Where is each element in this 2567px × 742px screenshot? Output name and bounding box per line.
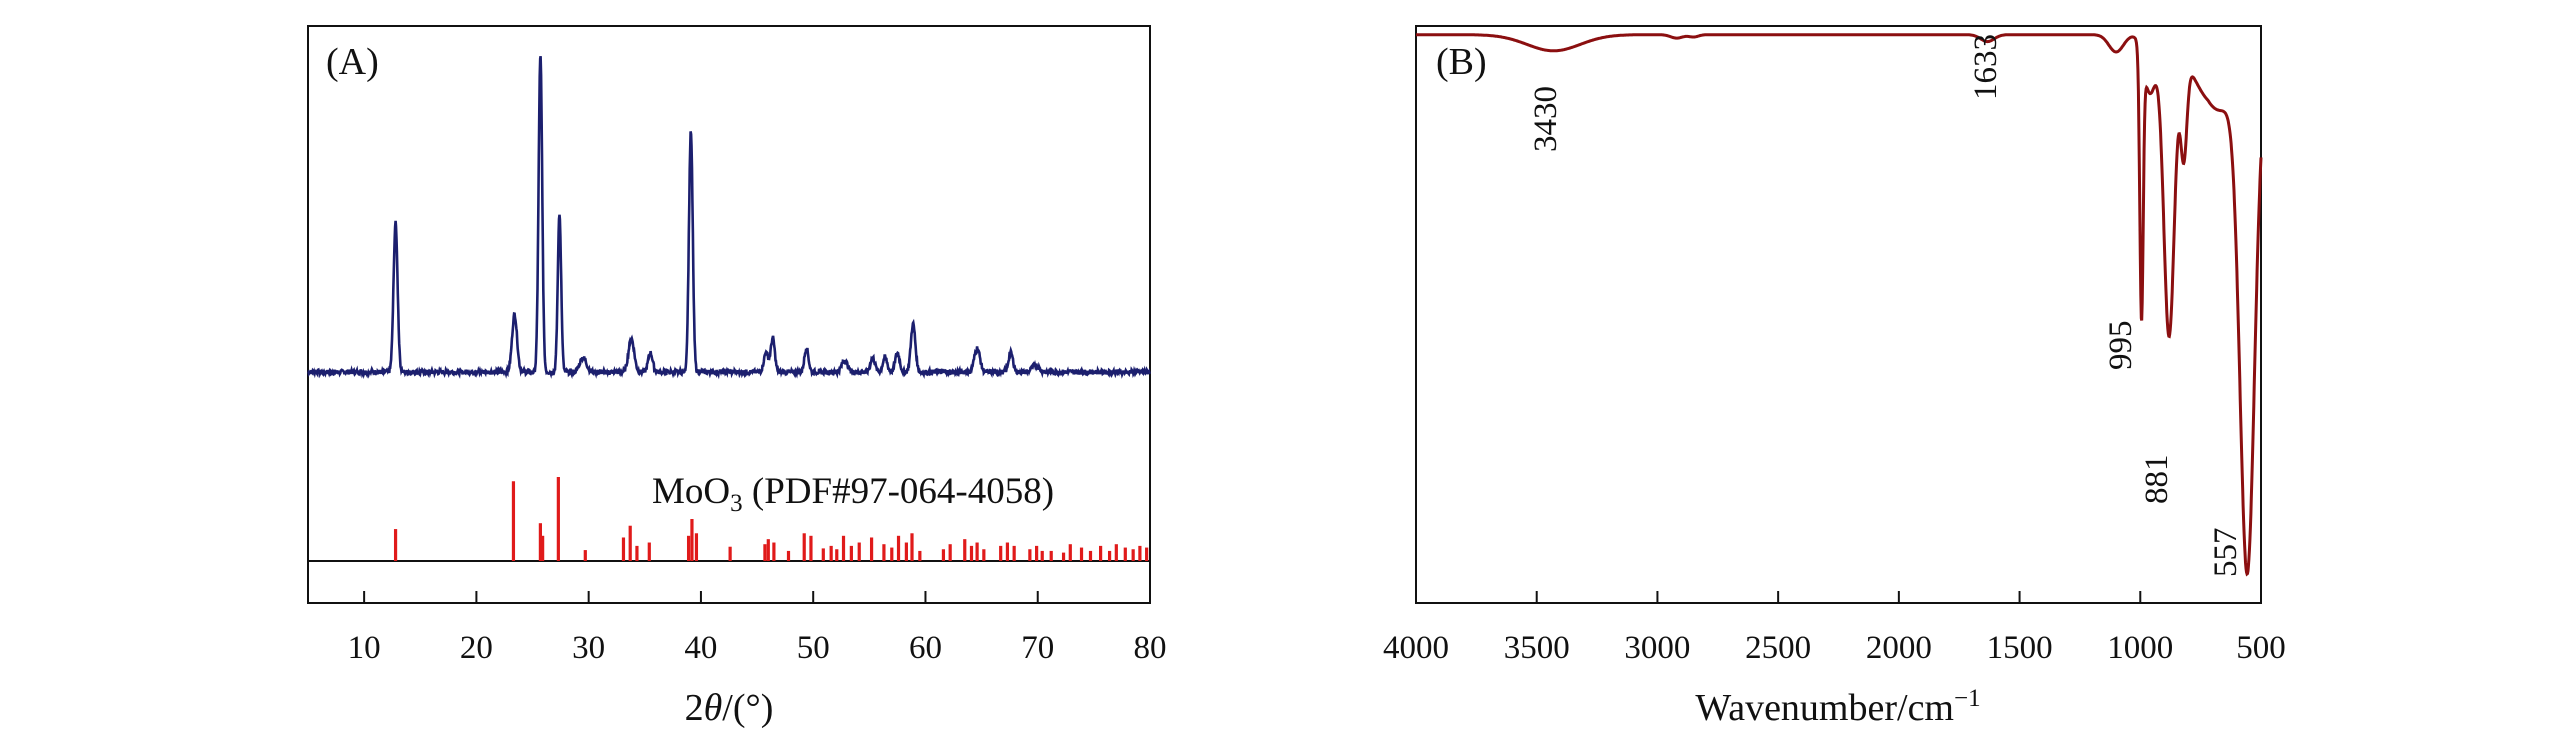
x-axis-label-b-text: Wavenumber/cm (1695, 687, 1954, 729)
panel-a: MoO3 (PDF#97-064-4058) 10 20 30 40 50 60 70 80 (A… (307, 25, 1167, 729)
x-tick-label-a-40: 40 (684, 630, 717, 666)
x-tick-label-b-3000: 3000 (1624, 630, 1690, 666)
x-tick-label-b-3500: 3500 (1504, 630, 1570, 666)
x-tick-label-b-4000: 4000 (1383, 630, 1449, 666)
x-tick-label-b-1500: 1500 (1987, 630, 2053, 666)
xrd-pattern-line (307, 55, 1151, 380)
peak-label-881: 881 (2139, 455, 2175, 505)
plot-frame-a (307, 25, 1151, 604)
x-tick-label-b-2500: 2500 (1745, 630, 1811, 666)
reference-label-subscript: 3 (730, 490, 743, 517)
panel-label-b: (B) (1436, 41, 1487, 83)
x-tick-label-b-1000: 1000 (2107, 630, 2173, 666)
x-tick-label-a-30: 30 (572, 630, 605, 666)
reference-label-card: (PDF#97-064-4058) (743, 471, 1054, 512)
ftir-spectrum-line (1416, 33, 2263, 577)
x-axis-label-a-theta: θ (704, 687, 723, 729)
peak-label-995: 995 (2103, 321, 2139, 371)
peak-label-3430: 3430 (1528, 86, 1564, 152)
x-tick-label-a-70: 70 (1021, 630, 1054, 666)
x-axis-label-a: 2θ/(°) (685, 687, 774, 729)
plot-frame-b (1415, 25, 2262, 604)
x-tick-label-a-20: 20 (460, 630, 493, 666)
x-tick-label-a-10: 10 (348, 630, 381, 666)
reference-label-formula: MoO (652, 471, 730, 512)
reference-label: MoO3 (PDF#97-064-4058) (652, 471, 1054, 517)
x-axis-label-a-prefix: 2 (685, 687, 704, 729)
x-axis-label-a-unit: /(°) (722, 687, 773, 729)
x-tick-label-a-60: 60 (909, 630, 942, 666)
x-axis-label-b: Wavenumber/cm−1 (1695, 685, 1980, 729)
x-tick-label-a-80: 80 (1134, 630, 1167, 666)
peak-label-557: 557 (2208, 528, 2244, 578)
x-axis-label-b-exponent: −1 (1954, 685, 1981, 712)
x-tick-label-b-2000: 2000 (1866, 630, 1932, 666)
peak-label-1633: 1633 (1968, 34, 2004, 100)
x-tick-label-a-50: 50 (797, 630, 830, 666)
x-tick-label-b-500: 500 (2236, 630, 2286, 666)
panel-b: 4000 3500 3000 2500 2000 1500 1000 500 3430 1633 9… (1383, 25, 2286, 729)
panel-label-a: (A) (326, 41, 379, 83)
